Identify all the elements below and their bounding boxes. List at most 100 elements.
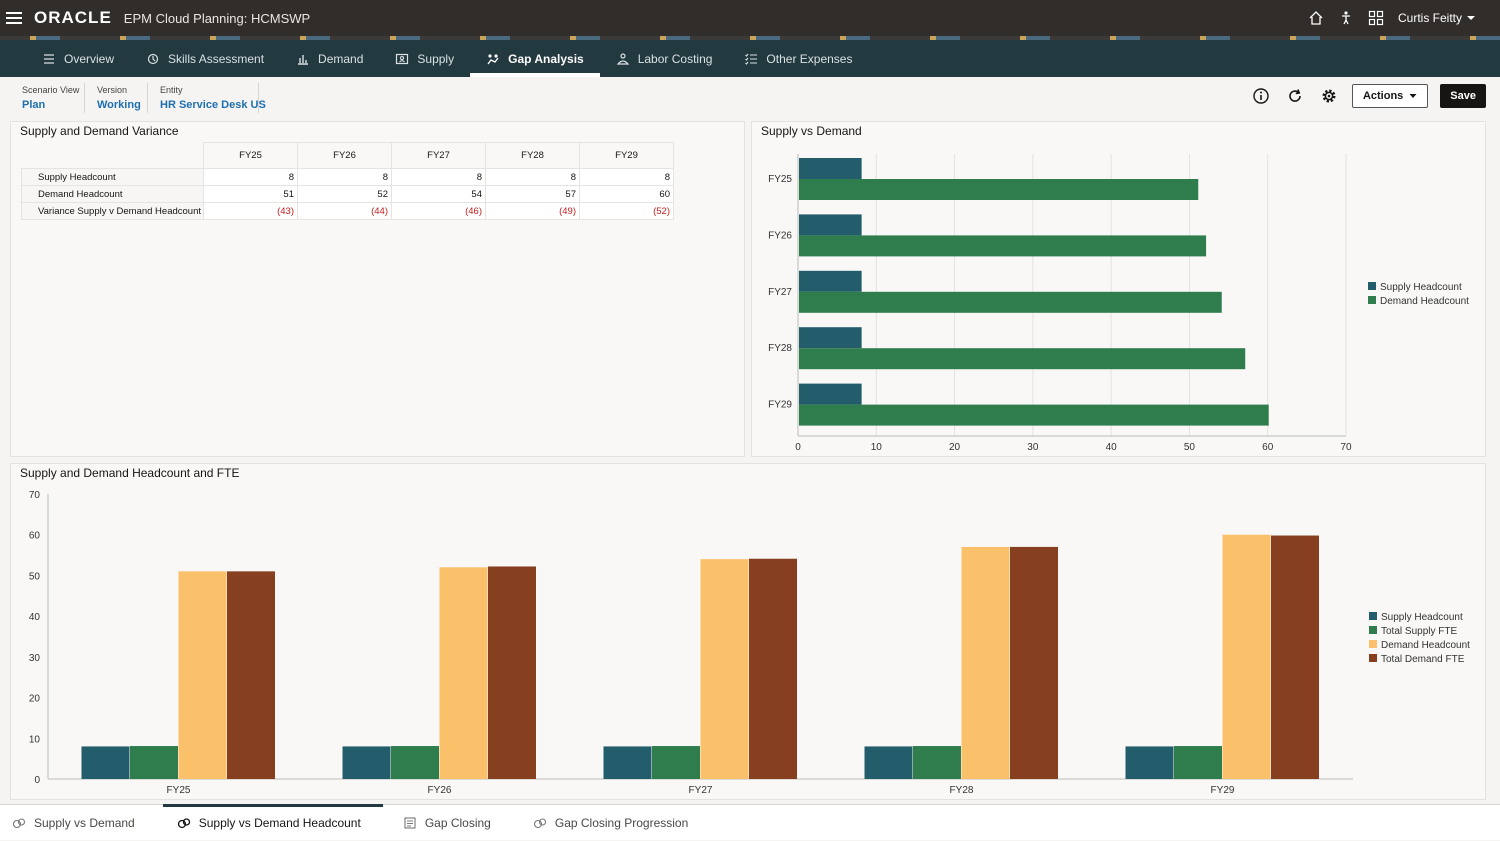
tab-other-expenses[interactable]: Other Expenses <box>728 40 868 77</box>
bar <box>864 746 913 779</box>
pov-entity[interactable]: Entity HR Service Desk US <box>160 85 266 111</box>
tab-label: Supply vs Demand Headcount <box>198 815 361 830</box>
navigator-grid-icon[interactable] <box>1368 10 1384 26</box>
bottom-tab-bar: Supply vs Demand Supply vs Demand Headco… <box>0 803 1500 841</box>
legend-swatch <box>1369 612 1377 620</box>
pov-label: Scenario View <box>22 85 80 95</box>
bottom-tab-gap-closing[interactable]: Gap Closing <box>403 805 513 841</box>
gap-analysis-icon <box>487 53 499 64</box>
legend-label: Total Supply FTE <box>1381 626 1457 637</box>
tab-label: Supply vs Demand <box>34 815 135 830</box>
grid-cell[interactable]: (49) <box>485 202 580 220</box>
chart-tab-icon <box>533 817 546 828</box>
tab-supply[interactable]: Supply <box>379 40 470 77</box>
variance-panel: Supply and Demand Variance FY25 FY26 FY2… <box>10 121 745 457</box>
divider <box>147 83 148 113</box>
tab-demand[interactable]: Demand <box>280 40 379 77</box>
table-row: Variance Supply v Demand Headcount (43) … <box>21 202 674 220</box>
tick-label: 60 <box>29 531 41 542</box>
bar <box>1125 746 1174 779</box>
column-header[interactable]: FY29 <box>579 142 674 169</box>
grid-cell[interactable]: 52 <box>297 185 392 203</box>
info-icon[interactable] <box>1250 85 1272 107</box>
bar <box>799 214 862 236</box>
menu-icon[interactable] <box>6 12 22 24</box>
tick-label: 30 <box>1027 442 1039 453</box>
tab-label: Overview <box>64 51 115 66</box>
tick-label: 40 <box>1106 442 1118 453</box>
oracle-logo[interactable]: ORACLE <box>34 8 112 27</box>
chart-tab-icon <box>12 817 26 828</box>
main-nav: Overview Skills Assessment Demand Supply… <box>0 40 1500 77</box>
person-card-icon <box>396 53 409 64</box>
row-header[interactable]: Demand Headcount <box>21 185 204 203</box>
bar <box>81 746 130 779</box>
tab-label: Demand <box>318 51 364 66</box>
variance-grid: FY25 FY26 FY27 FY28 FY29 Supply Headcoun… <box>21 142 674 220</box>
tab-label: Gap Closing Progression <box>554 815 689 830</box>
pov-scenario[interactable]: Scenario View Plan <box>22 85 79 111</box>
column-header[interactable]: FY27 <box>391 142 486 169</box>
tick-label: 40 <box>29 612 41 623</box>
legend-swatch <box>1368 282 1376 290</box>
grid-cell[interactable]: (44) <box>297 202 392 220</box>
page-toolbar: Actions Save <box>1250 84 1486 108</box>
category-label: FY28 <box>768 343 792 354</box>
tab-label: Other Expenses <box>766 51 853 66</box>
grid-cell[interactable]: (43) <box>203 202 298 220</box>
grid-cell[interactable]: 60 <box>579 185 674 203</box>
accessibility-icon[interactable] <box>1338 10 1354 26</box>
table-row: Supply Headcount 8 8 8 8 8 <box>21 168 674 186</box>
pov-value[interactable]: Plan <box>22 99 46 111</box>
grid-corner <box>22 143 204 169</box>
tick-label: 10 <box>871 442 883 453</box>
tab-skills-assessment[interactable]: Skills Assessment <box>130 40 280 77</box>
row-header[interactable]: Variance Supply v Demand Headcount <box>21 202 204 220</box>
home-icon[interactable] <box>1308 10 1324 26</box>
bar <box>603 746 652 779</box>
column-header[interactable]: FY28 <box>485 142 580 169</box>
bottom-tab-gap-closing-progression[interactable]: Gap Closing Progression <box>533 805 710 841</box>
column-header[interactable]: FY26 <box>297 142 392 169</box>
tab-overview[interactable]: Overview <box>26 40 130 77</box>
grid-cell[interactable]: (52) <box>579 202 674 220</box>
skills-icon <box>147 53 159 64</box>
grid-cell[interactable]: 51 <box>203 185 298 203</box>
bottom-tab-supply-vs-demand[interactable]: Supply vs Demand <box>12 805 157 841</box>
headcount-fte-chart: 0 10 20 30 40 50 60 70 FY25 FY26 FY27 FY28 FY29 Suppl… <box>29 490 1470 796</box>
grid-cell[interactable]: 8 <box>485 168 580 186</box>
grid-cell[interactable]: 8 <box>579 168 674 186</box>
bar <box>799 327 862 349</box>
bar <box>1271 535 1319 779</box>
tab-gap-analysis[interactable]: Gap Analysis <box>470 40 600 77</box>
bar <box>799 348 1246 370</box>
pov-version[interactable]: Version Working <box>97 85 141 111</box>
category-label: FY27 <box>689 785 713 796</box>
supply-vs-demand-panel: Supply vs Demand 0 10 20 30 40 50 60 70 FY25 FY26… <box>751 121 1486 457</box>
grid-cell[interactable]: 8 <box>297 168 392 186</box>
bottom-tab-supply-vs-demand-headcount[interactable]: Supply vs Demand Headcount <box>162 803 383 841</box>
settings-gear-icon[interactable] <box>1318 85 1340 107</box>
actions-menu-button[interactable]: Actions <box>1351 84 1429 108</box>
pov-value[interactable]: Working <box>97 99 141 111</box>
pov-value[interactable]: HR Service Desk US <box>160 99 266 111</box>
grid-cell[interactable]: (46) <box>391 202 486 220</box>
caret-down-icon <box>1467 16 1475 20</box>
grid-cell[interactable]: 57 <box>485 185 580 203</box>
tick-label: 70 <box>1340 442 1352 453</box>
save-button[interactable]: Save <box>1440 84 1486 108</box>
category-label: FY29 <box>768 400 792 411</box>
column-header[interactable]: FY25 <box>203 142 298 169</box>
legend-label: Demand Headcount <box>1381 640 1470 651</box>
grid-cell[interactable]: 8 <box>391 168 486 186</box>
caret-down-icon <box>1409 94 1417 98</box>
bar <box>799 270 862 292</box>
tab-labor-costing[interactable]: Labor Costing <box>600 40 729 77</box>
category-label: FY25 <box>768 174 792 185</box>
grid-cell[interactable]: 8 <box>203 168 298 186</box>
refresh-icon[interactable] <box>1284 85 1306 107</box>
grid-cell[interactable]: 54 <box>391 185 486 203</box>
user-menu[interactable]: Curtis Feitty <box>1398 11 1476 25</box>
bar <box>652 746 700 779</box>
row-header[interactable]: Supply Headcount <box>21 168 204 186</box>
